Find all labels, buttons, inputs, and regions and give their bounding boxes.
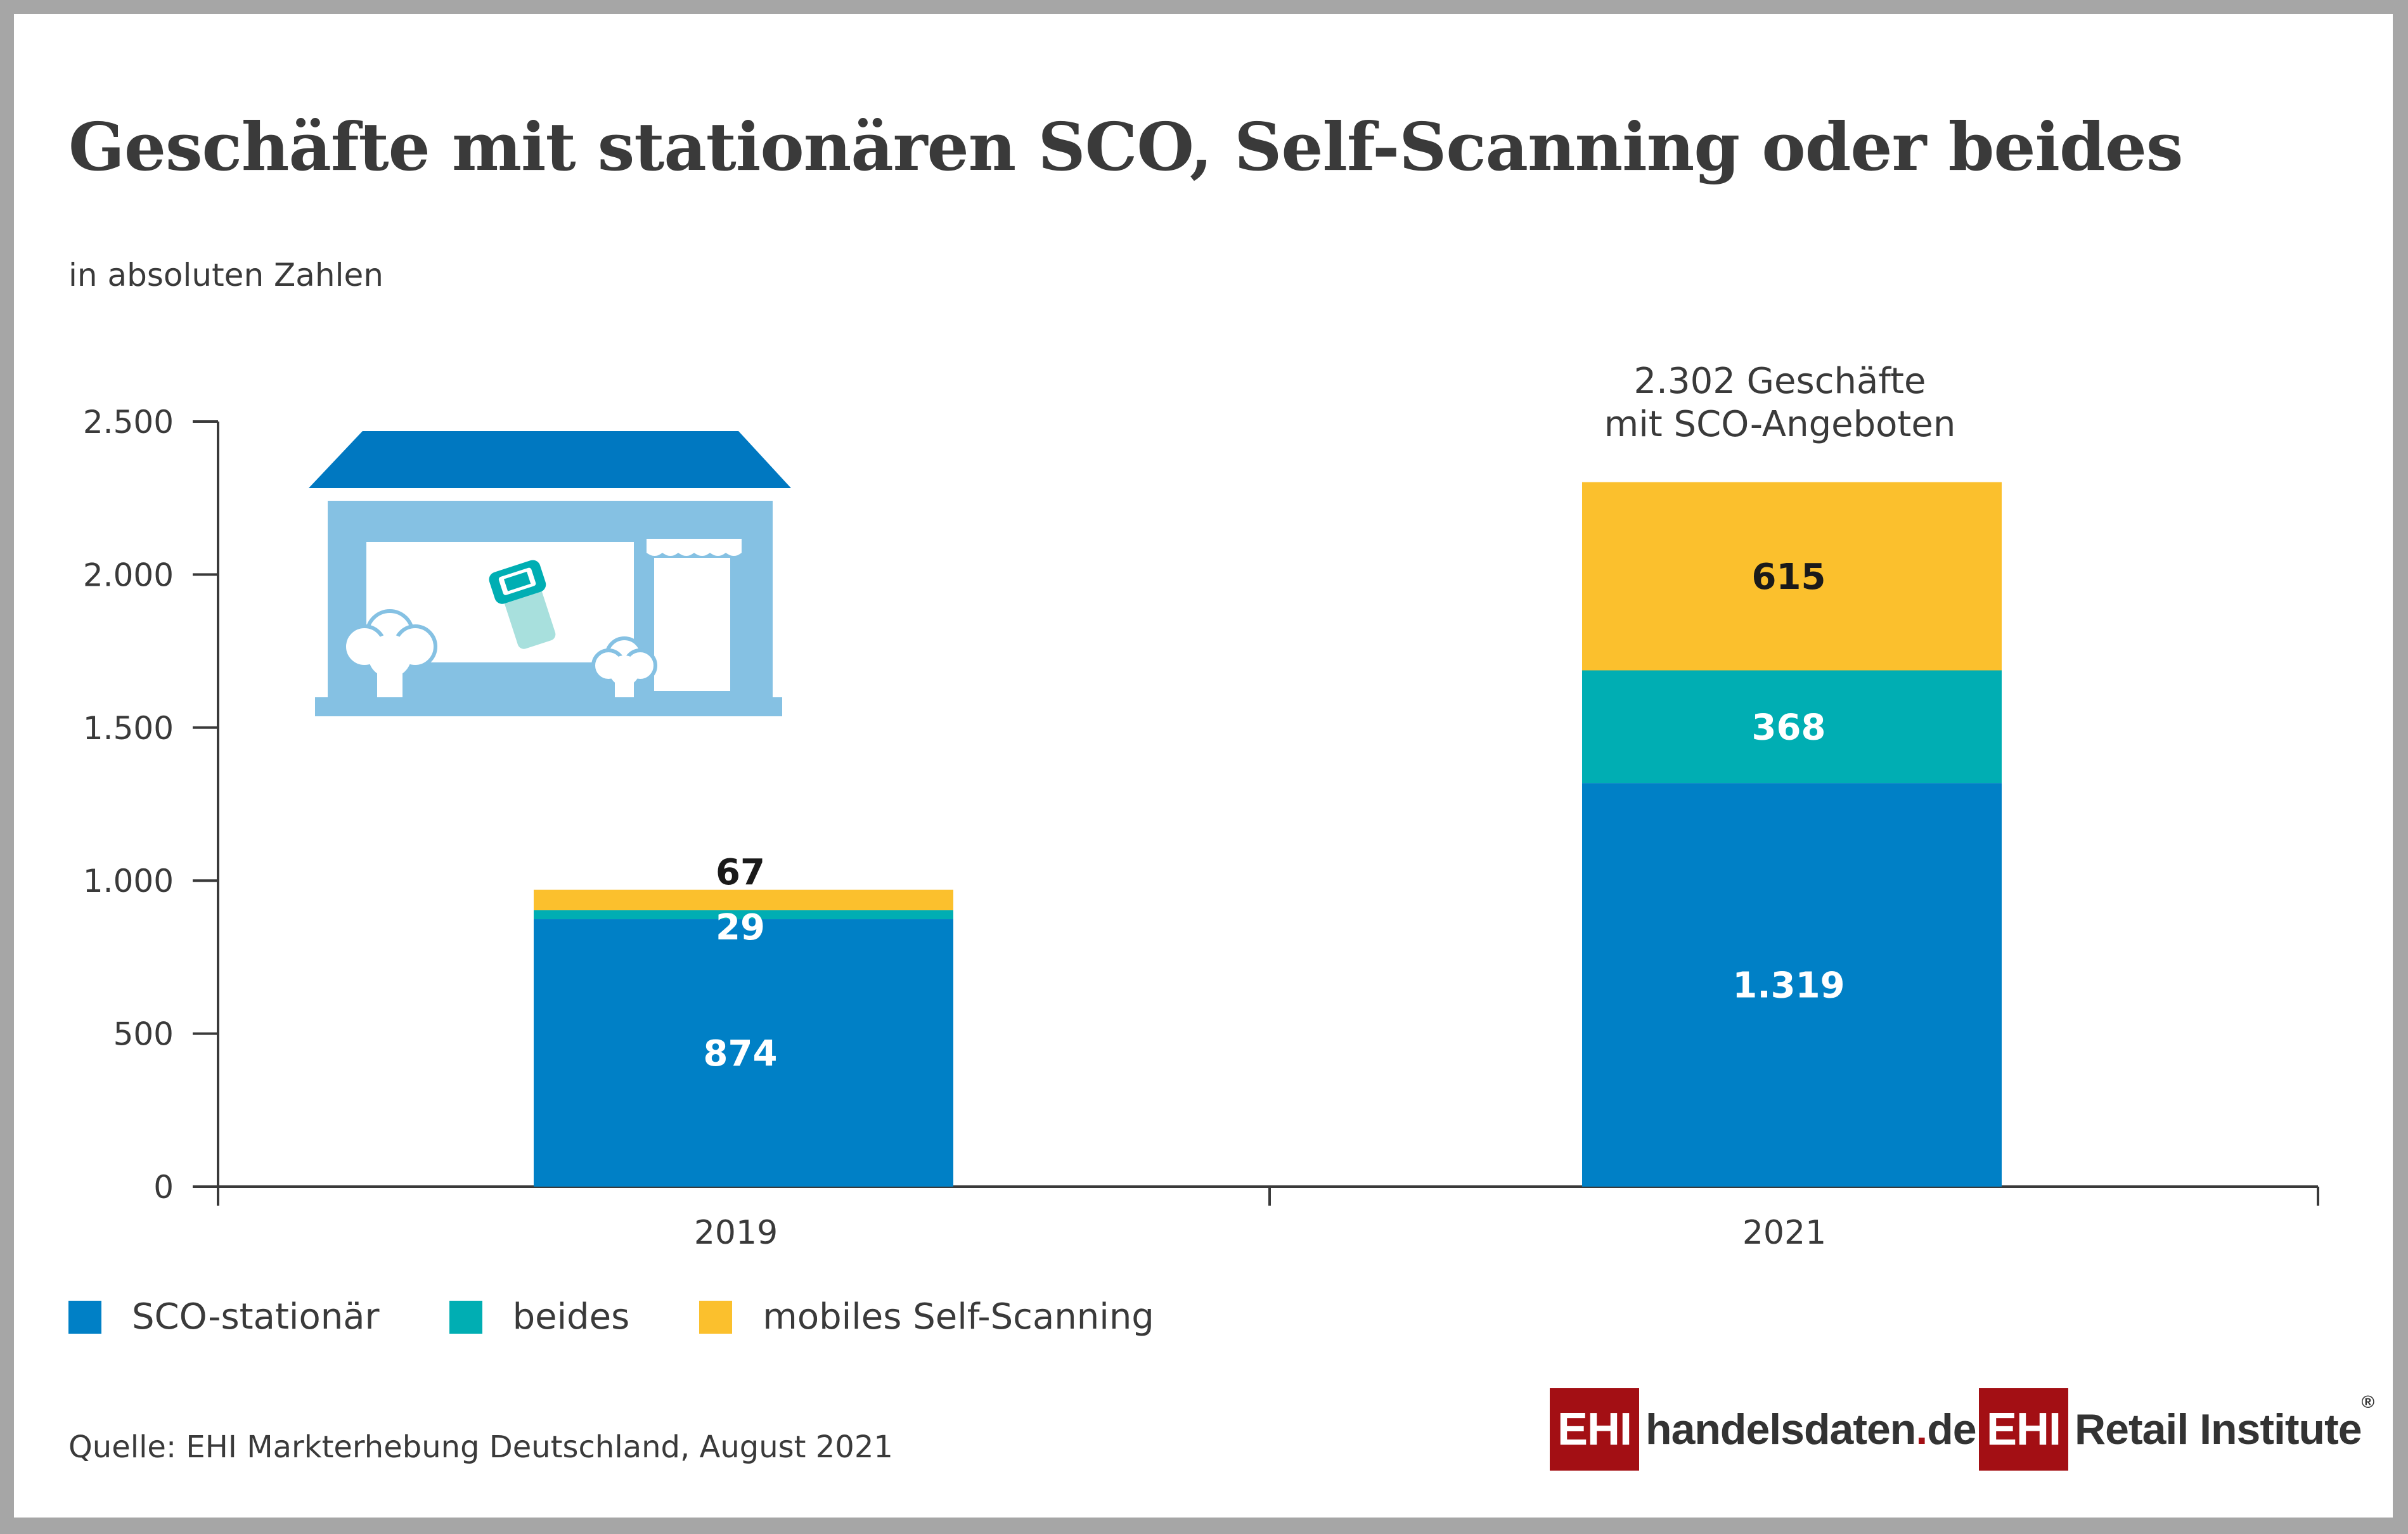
total-annotation-line1: 2.302 Geschäfte [1634,361,1926,402]
bar-segment [534,889,953,911]
data-label: 368 [1752,707,1826,748]
x-tick-label: 2021 [1742,1214,1826,1252]
y-tick-label: 2.500 [83,404,174,441]
legend-swatch [68,1300,101,1334]
legend-item-sco-stationaer: SCO-stationär [68,1296,380,1337]
total-annotation-line2: mit SCO-Angeboten [1604,404,1956,445]
legend-item-mobiles-self-scanning: mobiles Self-Scanning [699,1296,1154,1337]
x-tick-label: 2019 [694,1214,778,1252]
legend-swatch [449,1300,482,1334]
legend-item-beides: beides [449,1296,630,1337]
bar-segment [534,910,953,920]
y-tick-label: 1.500 [83,710,174,747]
y-tick-label: 500 [113,1016,174,1053]
legend-label: beides [512,1296,630,1337]
legend: SCO-stationär beides mobiles Self-Scanni… [68,1296,1224,1337]
data-label: 874 [704,1033,778,1074]
store-icon [309,431,791,716]
y-tick-label: 2.000 [83,557,174,593]
handelsdaten-logo: EHI handelsdaten.de [1550,1388,1977,1471]
ehi-retail-institute-logo: EHI Retail Institute® [1979,1388,2374,1471]
legend-label: SCO-stationär [132,1296,380,1337]
data-label: 67 [716,852,765,893]
data-label: 615 [1752,557,1826,598]
legend-label: mobiles Self-Scanning [763,1296,1154,1337]
ehi-logo-box: EHI [1979,1388,2069,1471]
y-tick-label: 1.000 [83,863,174,899]
handelsdaten-text: handelsdaten.de [1645,1405,1977,1453]
bar-segment [1582,670,2002,783]
data-label: 1.319 [1732,965,1845,1007]
data-label: 29 [716,907,765,948]
bar-segment [1582,482,2002,671]
ehi-logo-box: EHI [1550,1388,1640,1471]
bar-segment [534,919,953,1187]
y-tick-label: 0 [153,1169,174,1206]
retail-institute-text: Retail Institute® [2075,1392,2374,1453]
source-note: Quelle: EHI Markterhebung Deutschland, A… [68,1429,893,1465]
chart-subtitle: in absoluten Zahlen [68,257,383,293]
chart-title: Geschäfte mit stationären SCO, Self-Scan… [68,108,2183,186]
bar-segment [1582,783,2002,1187]
legend-swatch [699,1300,733,1334]
